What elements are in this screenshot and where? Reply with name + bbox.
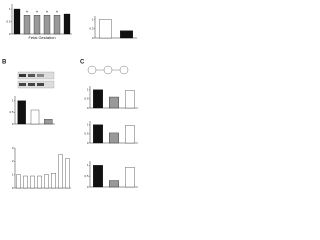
panel-label: B <box>2 60 7 66</box>
annotation: * <box>26 11 28 17</box>
annotation: * <box>56 11 58 17</box>
western-blot <box>17 71 55 89</box>
y-tick-label: 1 <box>87 87 89 91</box>
bar <box>109 180 119 188</box>
bar <box>44 119 53 125</box>
x-axis-label: Fetal Gestation <box>28 35 55 40</box>
panel-label: C <box>80 60 85 66</box>
y-tick-label: 0 <box>87 106 89 110</box>
bar <box>65 158 70 189</box>
bar <box>63 13 71 35</box>
bar <box>93 124 103 144</box>
y-tick-label: 0.5 <box>84 174 89 178</box>
bar <box>23 175 28 189</box>
y-tick-label: 2 <box>12 159 14 163</box>
bar <box>93 89 103 109</box>
bar <box>125 167 135 188</box>
y-tick-label: 1 <box>12 172 14 176</box>
y-tick-label: 3 <box>12 146 14 150</box>
bar <box>109 132 119 144</box>
figure: B C 0 0.5 1 * * * * Fetal Gestation 0 0.5 1 0 0.5 1 0 1… <box>2 4 138 190</box>
bar <box>109 96 119 109</box>
bar <box>37 175 42 189</box>
bar <box>51 173 56 189</box>
bar <box>13 8 21 35</box>
bar <box>30 175 35 189</box>
bar <box>58 154 63 189</box>
y-tick-label: 0.5 <box>6 19 11 23</box>
annotation: * <box>36 11 38 17</box>
bar <box>23 15 31 35</box>
y-tick-label: 0 <box>87 141 89 145</box>
annotation: * <box>46 11 48 17</box>
bar <box>16 174 21 189</box>
bar <box>125 90 135 109</box>
y-tick-label: 1 <box>87 122 89 126</box>
y-tick-label: 0.5 <box>9 110 14 114</box>
bar <box>17 100 26 125</box>
bar <box>53 15 61 35</box>
bar <box>33 15 41 35</box>
bar <box>120 30 133 39</box>
bar <box>43 15 51 35</box>
bar <box>99 19 112 39</box>
y-tick-label: 0.5 <box>84 132 89 136</box>
y-tick-label: 0 <box>12 122 14 126</box>
y-tick-label: 1 <box>92 17 94 21</box>
y-tick-label: 0.5 <box>89 27 94 31</box>
bar <box>30 109 40 125</box>
y-tick-label: 1 <box>87 163 89 167</box>
bar <box>44 174 49 189</box>
page: B C 0 0.5 1 * * * * Fetal Gestation 0 0.5 1 0 0.5 1 0 1… <box>2 4 138 190</box>
y-tick-label: 0 <box>87 185 89 189</box>
y-tick-label: 0.5 <box>84 97 89 101</box>
bar <box>125 125 135 144</box>
y-tick-label: 1 <box>9 7 11 11</box>
bar <box>93 165 103 188</box>
y-tick-label: 1 <box>12 98 14 102</box>
schematic <box>87 65 129 75</box>
y-tick-label: 0 <box>92 36 94 40</box>
y-tick-label: 0 <box>9 32 11 36</box>
y-tick-label: 0 <box>12 186 14 190</box>
